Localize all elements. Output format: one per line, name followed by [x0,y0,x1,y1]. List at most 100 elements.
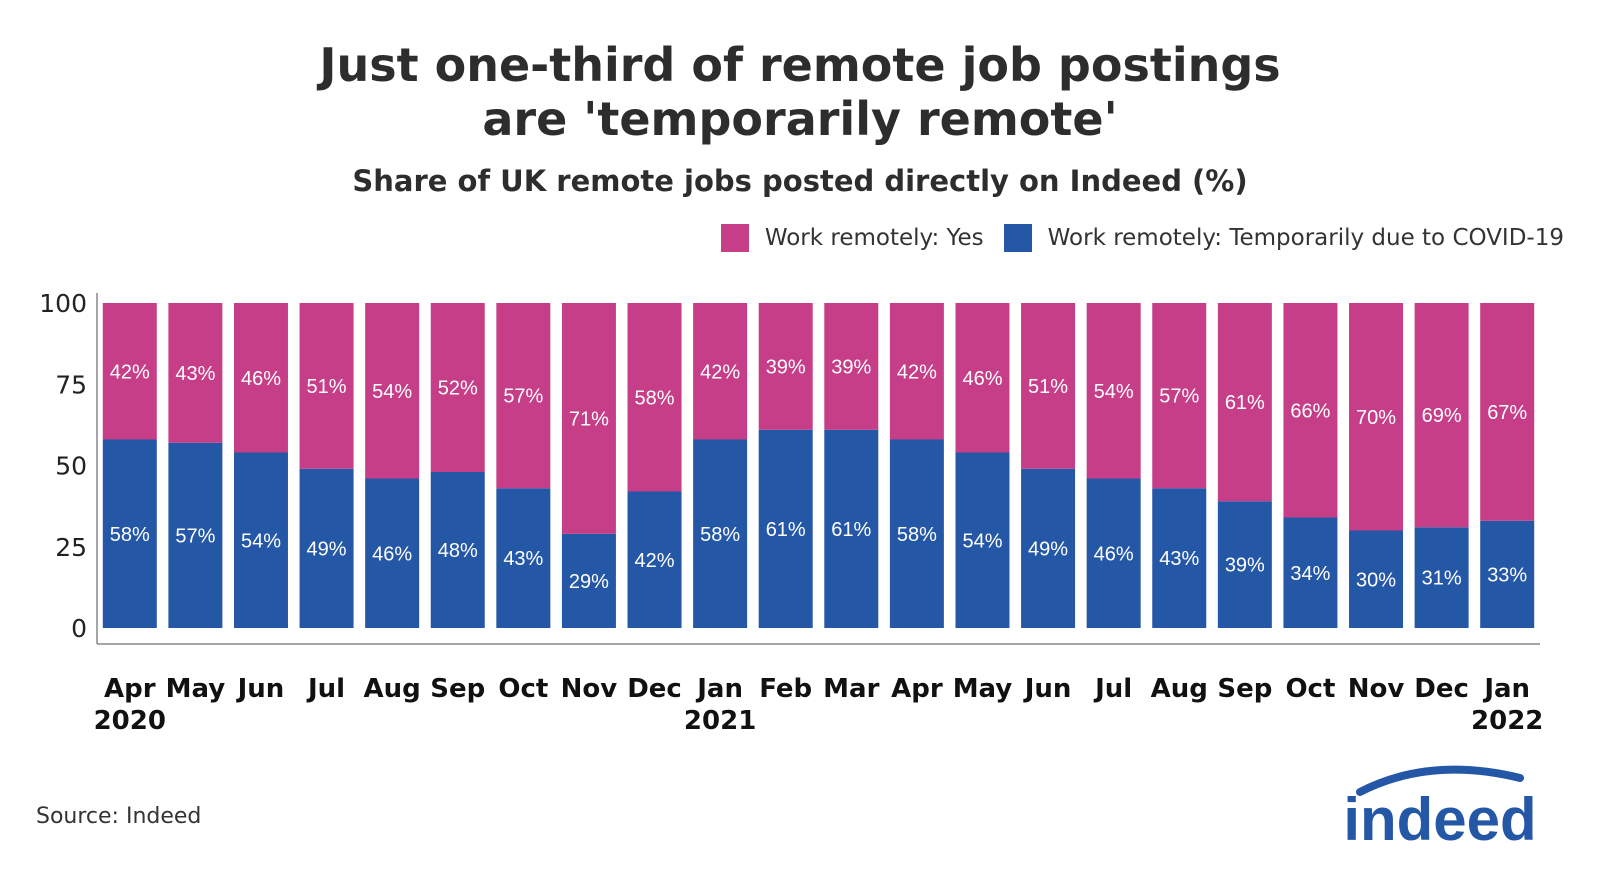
bar-yes [1152,303,1207,489]
bar-label-yes: 71% [569,408,609,430]
bar-yes [627,303,682,492]
x-tick-label: Sep [430,674,485,704]
legend: Work remotely: Yes Work remotely: Tempor… [720,224,1564,252]
bar-label-yes: 46% [962,368,1002,390]
bar-yes [1414,303,1469,528]
bar-label-temporary: 34% [1290,563,1330,585]
bar-yes [1086,303,1141,479]
bar-temporary [1283,517,1338,628]
x-tick-label: Dec [1414,674,1469,704]
chart-subtitle: Share of UK remote jobs posted directly … [352,164,1248,198]
y-tick-label: 100 [39,289,87,318]
bar-yes [758,303,813,430]
bar-yes [1480,303,1535,521]
x-tick-label: Oct [1285,674,1335,704]
x-tick-label: Jun [1023,674,1072,704]
bar-label-temporary: 58% [110,524,150,546]
bar-label-temporary: 54% [962,530,1002,552]
chart-title: Just one-third of remote job postings ar… [0,38,1600,146]
bar-yes [365,303,420,479]
x-tick-label: Feb [759,674,812,704]
bar-yes [168,303,223,443]
x-tick-label: Nov [1348,674,1405,704]
bar-temporary [233,452,288,628]
legend-swatch-yes [720,224,749,252]
bar-label-temporary: 42% [635,550,675,572]
x-tick-label: Sep [1217,674,1272,704]
x-tick-label: May [166,674,226,704]
bar-label-temporary: 48% [438,540,478,562]
x-tick-label: Nov [561,674,618,704]
bar-label-yes: 46% [241,368,281,390]
bar-temporary [1152,488,1207,628]
bar-label-temporary: 49% [1028,538,1068,560]
x-tick-label: May [953,674,1013,704]
bar-yes [430,303,485,472]
logo-arc [1356,765,1524,796]
logo-wordmark: indeed [1343,786,1536,853]
source-note: Source: Indeed [36,804,202,829]
bar-temporary [693,439,748,628]
bar-yes [1021,303,1076,469]
bar-label-yes: 58% [635,387,675,409]
bar-temporary [1086,478,1141,628]
bar-label-temporary: 54% [241,530,281,552]
bar-yes [561,303,616,534]
bar-label-yes: 67% [1487,402,1527,424]
x-year-label: 2021 [684,706,756,736]
bar-label-temporary: 29% [569,571,609,593]
bar-label-temporary: 61% [766,519,806,541]
x-tick-label: Jan [695,674,743,704]
bar-label-yes: 51% [1028,376,1068,398]
x-tick-label: Dec [627,674,682,704]
bar-label-temporary: 58% [700,524,740,546]
y-tick-label: 0 [71,614,87,643]
bar-yes [1217,303,1272,502]
legend-item-temporary: Work remotely: Temporarily due to COVID-… [1003,224,1564,252]
bar-temporary [955,452,1010,628]
bar-label-yes: 66% [1290,400,1330,422]
bar-label-yes: 43% [175,363,215,385]
bar-label-yes: 57% [503,386,543,408]
x-tick-label: Jan [1482,674,1530,704]
bar-yes [1283,303,1338,518]
bar-temporary [1217,501,1272,628]
bar-temporary [824,429,879,628]
legend-label-temporary: Work remotely: Temporarily due to COVID-… [1047,225,1564,251]
bar-yes [693,303,748,440]
bar-temporary [1480,520,1535,628]
bar-temporary [299,468,354,628]
bar-label-temporary: 46% [1094,543,1134,565]
bar-label-yes: 69% [1422,405,1462,427]
y-tick-label: 75 [55,370,87,399]
bar-temporary [627,491,682,628]
x-year-label: 2022 [1471,706,1543,736]
y-tick-label: 25 [55,533,87,562]
bar-temporary [1349,530,1404,628]
bar-label-yes: 54% [1094,381,1134,403]
y-tick-label: 50 [55,452,87,481]
bar-label-temporary: 46% [372,543,412,565]
indeed-logo: indeed [1343,765,1537,853]
bar-label-yes: 42% [897,361,937,383]
bar-yes [955,303,1010,453]
bar-label-temporary: 43% [1159,548,1199,570]
bar-temporary [430,472,485,628]
x-tick-label: Oct [498,674,548,704]
bar-label-temporary: 43% [503,548,543,570]
bar-label-yes: 70% [1356,407,1396,429]
legend-swatch-temporary [1003,224,1032,252]
bar-label-yes: 61% [1225,392,1265,414]
bar-temporary [1414,527,1469,628]
bar-temporary [889,439,944,628]
bar-temporary [496,488,551,628]
bar-label-temporary: 39% [1225,555,1265,577]
x-tick-label: Apr [891,674,943,704]
bar-temporary [365,478,420,628]
bar-label-yes: 51% [307,376,347,398]
bar-label-temporary: 31% [1422,568,1462,590]
bar-label-yes: 42% [110,361,150,383]
x-tick-label: Jul [1093,674,1132,704]
bar-temporary [168,442,223,628]
bar-yes [889,303,944,440]
